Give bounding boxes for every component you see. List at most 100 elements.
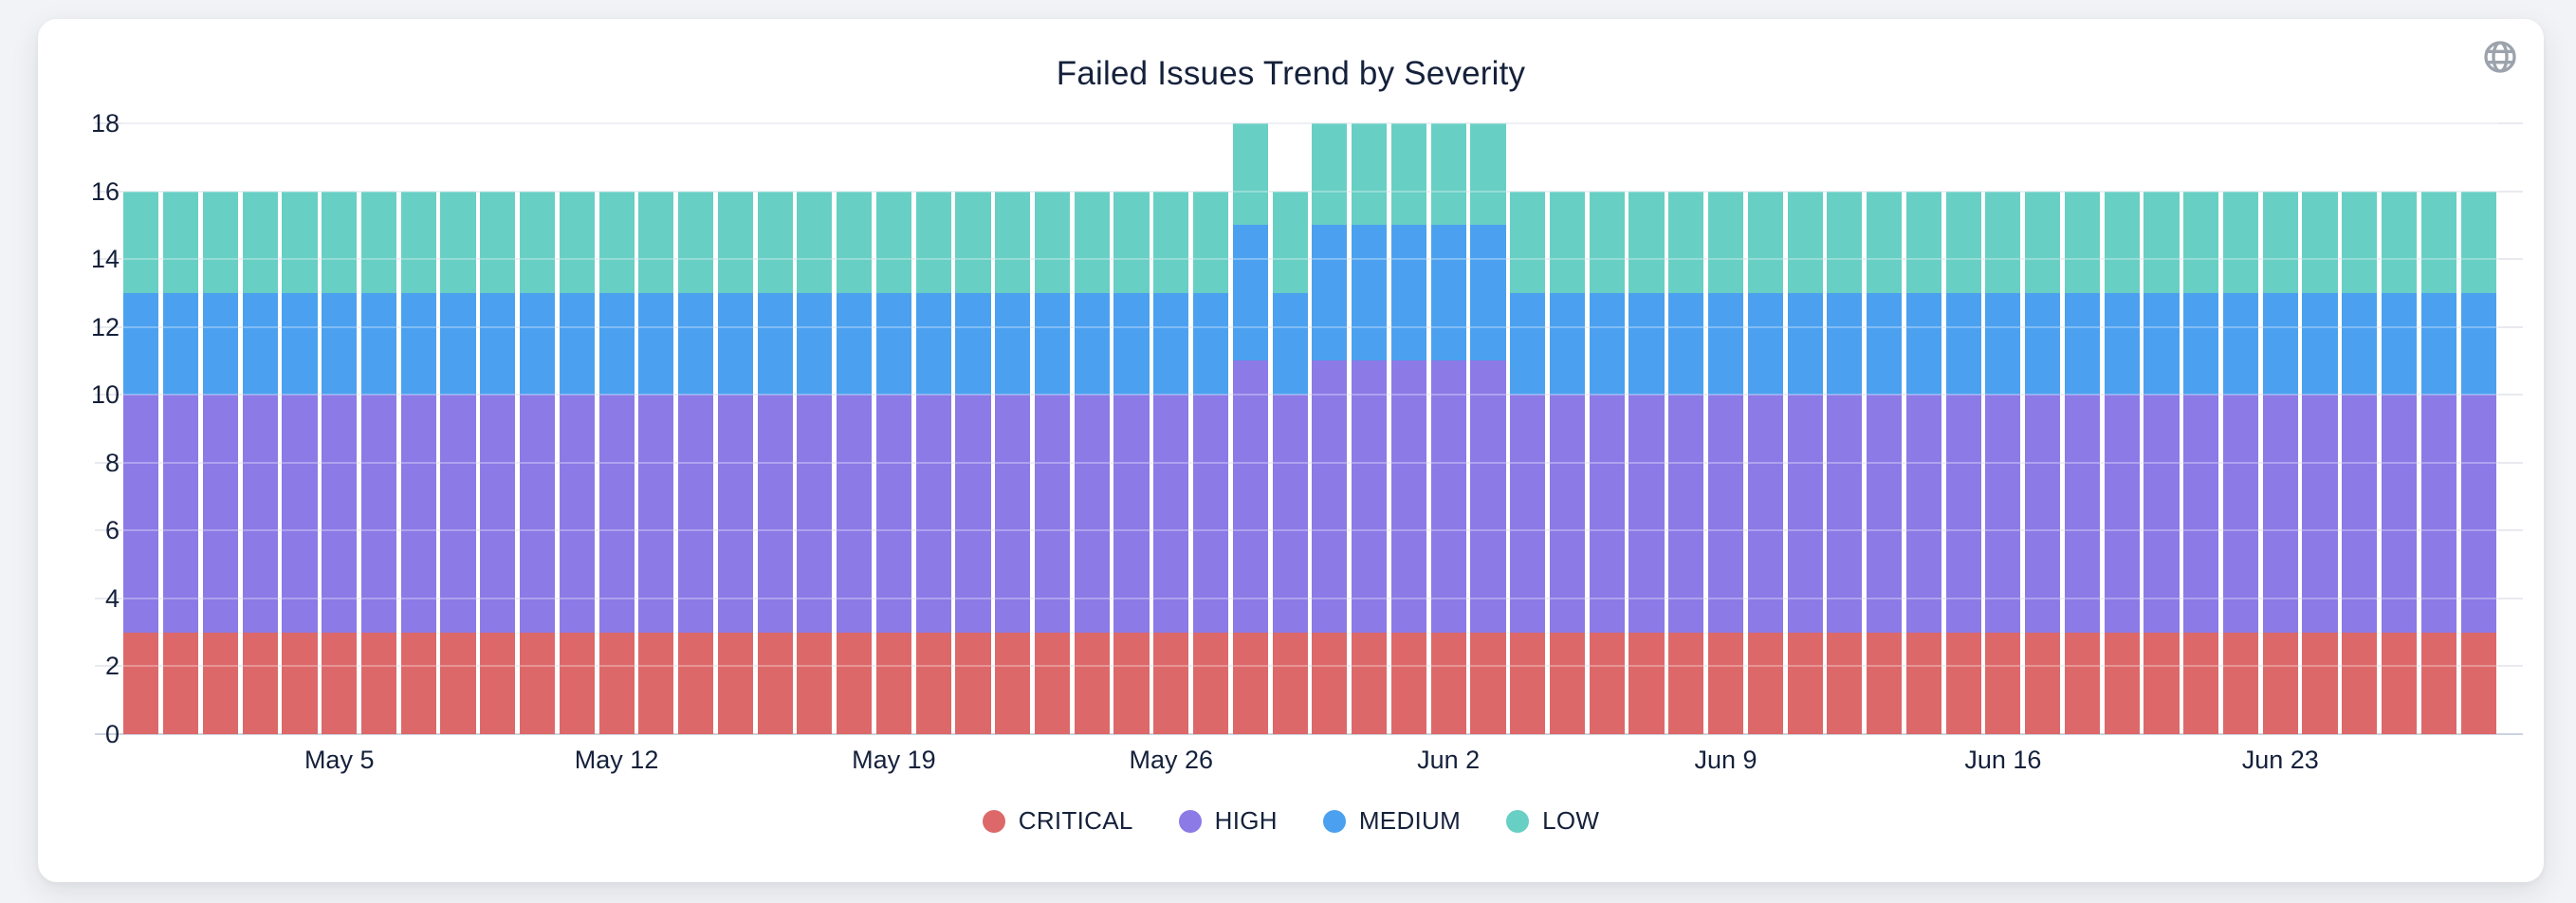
bar[interactable] xyxy=(1628,191,1665,734)
bar-segment-medium[interactable] xyxy=(2025,292,2061,396)
bar-segment-low[interactable] xyxy=(1272,191,1308,293)
bar-segment-critical[interactable] xyxy=(1312,632,1348,734)
bar-segment-low[interactable] xyxy=(123,191,159,293)
bar-segment-low[interactable] xyxy=(2342,191,2378,293)
bar[interactable] xyxy=(2420,191,2456,734)
bar-segment-medium[interactable] xyxy=(1787,292,1823,396)
bar-segment-low[interactable] xyxy=(1510,191,1546,293)
bar-segment-critical[interactable] xyxy=(1787,632,1823,734)
bar-segment-medium[interactable] xyxy=(2222,292,2259,396)
bar-segment-low[interactable] xyxy=(1390,123,1426,226)
bar-segment-medium[interactable] xyxy=(2382,292,2418,396)
bar[interactable] xyxy=(1905,191,1941,734)
bar-segment-critical[interactable] xyxy=(1470,632,1506,734)
bar-segment-high[interactable] xyxy=(1352,360,1388,633)
bar-segment-low[interactable] xyxy=(480,191,516,293)
bar-segment-high[interactable] xyxy=(915,395,951,633)
bar-segment-critical[interactable] xyxy=(1905,632,1941,734)
bar-segment-high[interactable] xyxy=(1312,360,1348,633)
bar[interactable] xyxy=(1232,123,1268,734)
bar[interactable] xyxy=(1470,123,1506,734)
bar-segment-low[interactable] xyxy=(2144,191,2180,293)
bar-segment-low[interactable] xyxy=(1074,191,1110,293)
bar-segment-medium[interactable] xyxy=(1390,225,1426,361)
bar-segment-critical[interactable] xyxy=(2064,632,2101,734)
bar-segment-low[interactable] xyxy=(1668,191,1704,293)
bar-segment-high[interactable] xyxy=(1905,395,1941,633)
bar[interactable] xyxy=(1945,191,1981,734)
globe-icon[interactable] xyxy=(2481,38,2519,76)
bar-segment-high[interactable] xyxy=(955,395,991,633)
bar-segment-medium[interactable] xyxy=(757,292,793,396)
bar[interactable] xyxy=(2382,191,2418,734)
bar[interactable] xyxy=(163,191,199,734)
bar[interactable] xyxy=(1074,191,1110,734)
bar-segment-low[interactable] xyxy=(282,191,318,293)
bar[interactable] xyxy=(1549,191,1586,734)
bar-segment-low[interactable] xyxy=(1549,191,1586,293)
bar-segment-high[interactable] xyxy=(2262,395,2298,633)
bar-segment-high[interactable] xyxy=(717,395,753,633)
bar[interactable] xyxy=(242,191,278,734)
bar-segment-low[interactable] xyxy=(2262,191,2298,293)
bar-segment-critical[interactable] xyxy=(1827,632,1863,734)
bar-segment-low[interactable] xyxy=(757,191,793,293)
bar-segment-medium[interactable] xyxy=(915,292,951,396)
bar-segment-critical[interactable] xyxy=(1352,632,1388,734)
bar-segment-low[interactable] xyxy=(1232,123,1268,226)
bar[interactable] xyxy=(1985,191,2021,734)
bar-segment-low[interactable] xyxy=(995,191,1031,293)
bar-segment-critical[interactable] xyxy=(757,632,793,734)
bar[interactable] xyxy=(1352,123,1388,734)
bar-segment-critical[interactable] xyxy=(559,632,595,734)
bar-segment-medium[interactable] xyxy=(875,292,912,396)
bar-segment-high[interactable] xyxy=(1390,360,1426,633)
bar[interactable] xyxy=(638,191,674,734)
bar-segment-medium[interactable] xyxy=(717,292,753,396)
bar-segment-critical[interactable] xyxy=(1668,632,1704,734)
bar-segment-low[interactable] xyxy=(598,191,635,293)
bar-segment-critical[interactable] xyxy=(1510,632,1546,734)
bar-segment-critical[interactable] xyxy=(1867,632,1903,734)
bar-segment-high[interactable] xyxy=(1668,395,1704,633)
bar-segment-medium[interactable] xyxy=(480,292,516,396)
bar-segment-critical[interactable] xyxy=(2420,632,2456,734)
bar-segment-medium[interactable] xyxy=(163,292,199,396)
bar-segment-high[interactable] xyxy=(1589,395,1625,633)
bar-segment-low[interactable] xyxy=(837,191,873,293)
bar-segment-low[interactable] xyxy=(400,191,436,293)
bar-segment-critical[interactable] xyxy=(1707,632,1744,734)
bar-segment-high[interactable] xyxy=(322,395,358,633)
bar-segment-critical[interactable] xyxy=(242,632,278,734)
bar-segment-high[interactable] xyxy=(1034,395,1071,633)
bar-segment-high[interactable] xyxy=(2183,395,2219,633)
bar-segment-low[interactable] xyxy=(1352,123,1388,226)
bar[interactable] xyxy=(678,191,714,734)
bar-segment-low[interactable] xyxy=(1153,191,1189,293)
bar[interactable] xyxy=(2064,191,2101,734)
bar-segment-critical[interactable] xyxy=(1153,632,1189,734)
bar-segment-high[interactable] xyxy=(163,395,199,633)
bar[interactable] xyxy=(1034,191,1071,734)
bar-segment-low[interactable] xyxy=(202,191,238,293)
bar-segment-high[interactable] xyxy=(2222,395,2259,633)
bar-segment-critical[interactable] xyxy=(480,632,516,734)
bar-segment-high[interactable] xyxy=(1747,395,1783,633)
bar-segment-critical[interactable] xyxy=(1430,632,1466,734)
bar-segment-low[interactable] xyxy=(360,191,397,293)
bar-segment-low[interactable] xyxy=(1430,123,1466,226)
bar-segment-medium[interactable] xyxy=(1232,225,1268,361)
bar-segment-medium[interactable] xyxy=(2342,292,2378,396)
bar-segment-low[interactable] xyxy=(1787,191,1823,293)
bar-segment-medium[interactable] xyxy=(360,292,397,396)
bar-segment-critical[interactable] xyxy=(202,632,238,734)
bar-segment-critical[interactable] xyxy=(1074,632,1110,734)
bar[interactable] xyxy=(2025,191,2061,734)
bar-segment-high[interactable] xyxy=(360,395,397,633)
bar-segment-medium[interactable] xyxy=(1589,292,1625,396)
bar-segment-medium[interactable] xyxy=(2064,292,2101,396)
bar-segment-low[interactable] xyxy=(2183,191,2219,293)
bar-segment-medium[interactable] xyxy=(1113,292,1150,396)
bar-segment-medium[interactable] xyxy=(1272,292,1308,396)
bar-segment-low[interactable] xyxy=(2025,191,2061,293)
